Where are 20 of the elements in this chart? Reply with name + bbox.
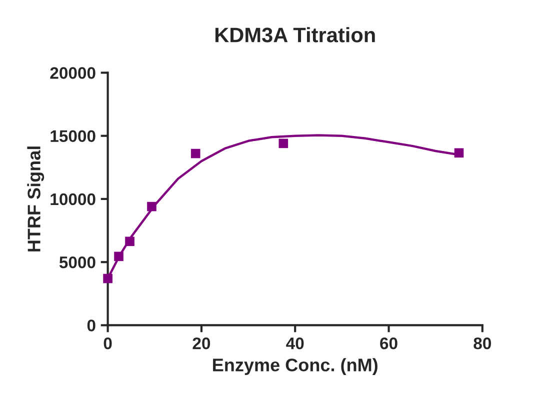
point — [147, 202, 156, 212]
y-tick-label: 5000 — [59, 256, 96, 268]
x-tick-label: 20 — [192, 337, 210, 350]
point — [190, 148, 200, 158]
y-tick-label: 15000 — [50, 130, 96, 142]
x-tick-label: 80 — [474, 337, 491, 350]
x-tick-label: 0 — [104, 337, 112, 350]
point — [125, 236, 134, 246]
point — [103, 274, 112, 284]
y-tick-label: 0 — [87, 320, 96, 332]
y-tick-label: 20000 — [50, 67, 96, 79]
x-tick-label: 60 — [380, 337, 398, 350]
x-axis-title: Enzyme Conc. (nM) — [213, 358, 378, 375]
point — [454, 148, 464, 158]
x-tick-label: 40 — [286, 337, 304, 350]
y-tick-label: 10000 — [50, 193, 96, 206]
chart-title: KDM3A Titration — [215, 27, 375, 42]
y-axis-title: HTRF Signal — [27, 146, 44, 252]
point — [114, 252, 124, 262]
point — [278, 138, 288, 148]
